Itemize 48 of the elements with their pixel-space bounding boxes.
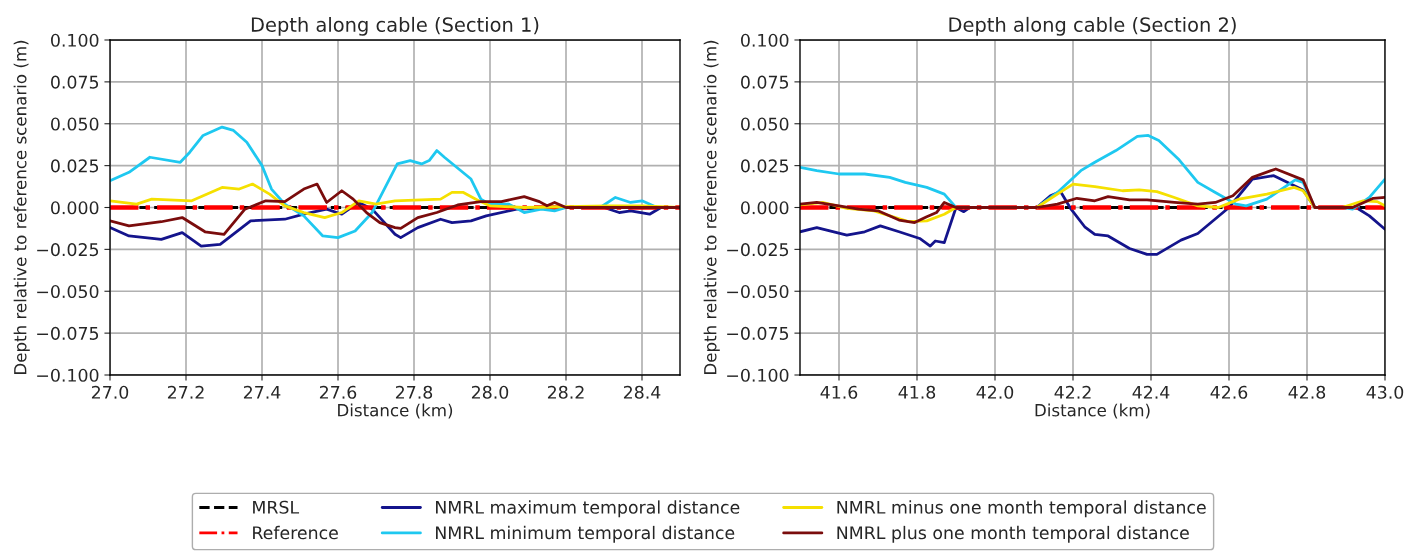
y-tick-label: 0.075 [51,75,99,89]
x-tick-label: 28.4 [623,385,661,399]
y-tick-label: −0.025 [37,243,99,257]
x-tick-label: 42.0 [976,385,1014,399]
x-tick-label: 27.2 [167,385,204,399]
x-tick-label: 27.4 [243,385,281,399]
y-tick-label: −0.075 [727,326,789,340]
x-tick-label: 27.0 [91,385,129,399]
legend-label: NMRL minimum temporal distance [436,525,735,543]
legend-label: NMRL maximum temporal distance [436,500,740,518]
line-series [800,167,1385,224]
x-tick-label: 42.6 [1210,385,1248,399]
x-tick-label: 28.0 [471,385,509,399]
chart-title: Depth along cable (Section 2) [949,16,1236,36]
line-series [110,182,680,236]
legend-label: MRSL [253,500,300,514]
x-tick-label: 42.4 [1132,385,1170,399]
chart-title: Depth along cable (Section 1) [251,16,539,36]
y-tick-label: −0.075 [37,326,99,340]
y-tick-label: −0.100 [37,368,99,382]
y-axis-title: Depth relative to reference scenario (m) [703,40,720,374]
legend-label: Reference [253,525,338,540]
x-tick-label: 41.8 [898,385,936,399]
x-tick-label: 43.0 [1366,385,1404,399]
y-tick-label: 0.000 [51,201,99,215]
y-tick-label: 0.075 [741,75,789,89]
y-tick-label: −0.025 [727,243,789,257]
legend-label: NMRL plus one month temporal distance [837,525,1189,543]
x-tick-label: 27.8 [395,385,433,399]
y-tick-label: 0.000 [741,201,789,215]
y-tick-label: 0.025 [741,159,789,173]
legend-label: NMRL minus one month temporal distance [837,500,1206,518]
y-tick-label: 0.025 [51,159,99,173]
y-tick-label: 0.100 [741,33,789,47]
y-tick-label: −0.100 [727,368,789,382]
x-tick-label: 28.2 [547,385,584,399]
x-axis-title: Distance (km) [1035,403,1150,419]
y-tick-label: 0.100 [51,33,99,47]
y-axis-title: Depth relative to reference scenario (m) [13,40,30,374]
x-tick-label: 27.6 [319,385,357,399]
x-tick-label: 42.2 [1054,385,1091,399]
y-tick-label: −0.050 [37,284,99,299]
y-tick-label: −0.050 [727,284,789,299]
y-tick-label: 0.050 [51,117,99,131]
y-tick-label: 0.050 [741,117,789,131]
x-tick-label: 41.6 [820,385,858,399]
x-tick-label: 42.8 [1288,385,1326,399]
x-axis-title: Distance (km) [338,403,453,419]
